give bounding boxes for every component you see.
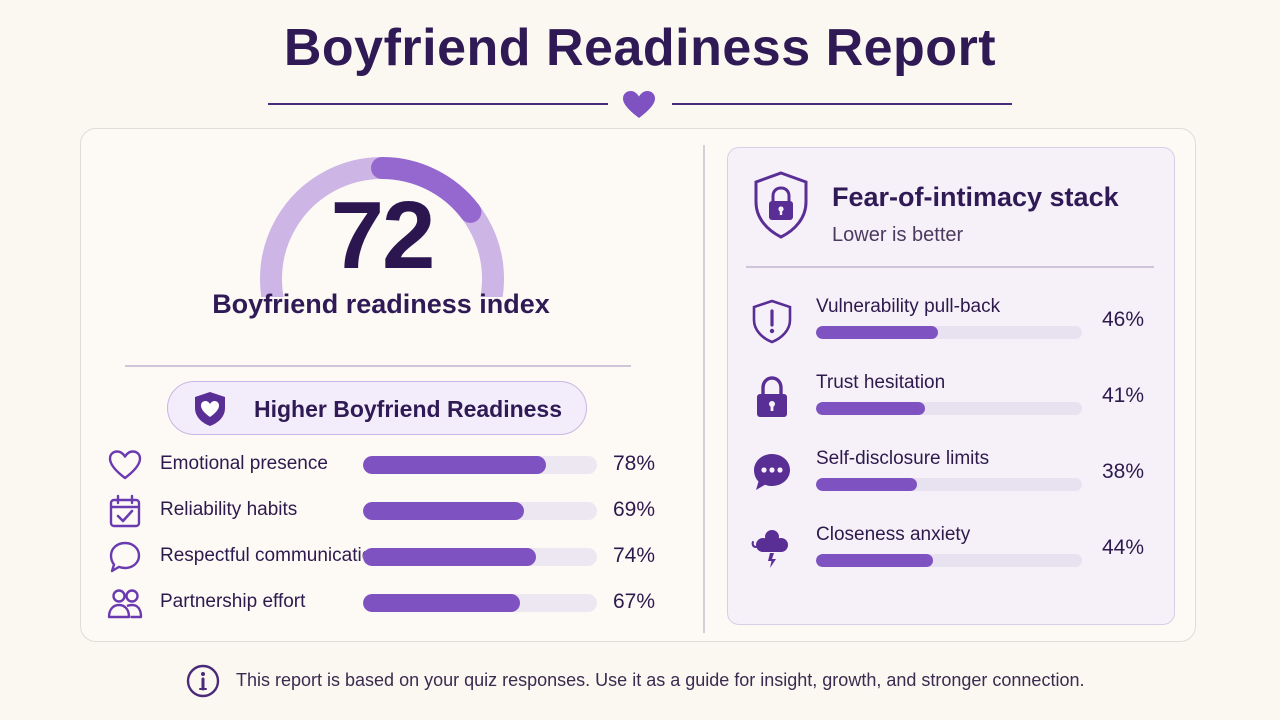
fear-track (816, 402, 1082, 415)
metric-fill (363, 502, 525, 520)
fear-label: Vulnerability pull-back (816, 296, 1001, 317)
metric-fill (363, 548, 537, 566)
metric-track (363, 456, 597, 474)
metric-row-reliability-habits: Reliability habits 69% (105, 491, 665, 531)
metric-track (363, 594, 597, 612)
readiness-score: 72 (330, 182, 436, 289)
readiness-badge-label: Higher Boyfriend Readiness (254, 396, 563, 422)
footer-text: This report is based on your quiz respon… (236, 670, 1085, 690)
fear-fill (816, 478, 918, 491)
footer-note: This report is based on your quiz respon… (186, 662, 1086, 698)
metric-track (363, 502, 597, 520)
metric-label: Reliability habits (160, 499, 298, 520)
fear-track (816, 326, 1082, 339)
metric-track (363, 548, 597, 566)
fear-fill (816, 554, 934, 567)
fear-panel-title: Fear-of-intimacy stack (832, 182, 1119, 212)
fear-row-vulnerability-pull-back: Vulnerability pull-back 46% (746, 294, 1166, 350)
fear-row-trust-hesitation: Trust hesitation 41% (746, 370, 1166, 426)
metric-value: 67% (613, 590, 656, 613)
fear-row-self-disclosure-limits: Self-disclosure limits 38% (746, 446, 1166, 502)
metric-row-partnership-effort: Partnership effort 67% (105, 583, 665, 623)
info-icon (186, 664, 220, 698)
fear-panel-divider (746, 266, 1154, 268)
report-card: 72 Boyfriend readiness index Higher Boyf… (80, 128, 1196, 642)
padlock-icon (757, 376, 787, 417)
vertical-divider (703, 145, 705, 633)
metric-value: 69% (613, 498, 656, 521)
page-title: Boyfriend Readiness Report (283, 19, 997, 77)
fear-value: 38% (1102, 460, 1145, 483)
people-icon (107, 589, 143, 619)
metric-row-emotional-presence: Emotional presence 78% (105, 445, 665, 485)
fear-label: Closeness anxiety (816, 524, 971, 545)
chat-dots-icon (754, 454, 790, 490)
metric-value: 74% (613, 544, 656, 567)
metric-label: Emotional presence (160, 453, 328, 474)
fear-row-closeness-anxiety: Closeness anxiety 44% (746, 522, 1166, 578)
heart-icon (623, 91, 655, 118)
fear-track (816, 554, 1082, 567)
metric-row-respectful-communication: Respectful communication 74% (105, 537, 665, 577)
fear-value: 46% (1102, 308, 1145, 331)
fear-fill (816, 402, 926, 415)
section-divider (125, 365, 631, 367)
metric-label: Respectful communication (160, 545, 383, 566)
heart-icon (108, 450, 142, 480)
fear-label: Self-disclosure limits (816, 448, 990, 469)
readiness-index-label: Boyfriend readiness index (212, 289, 550, 319)
fear-fill (816, 326, 939, 339)
speech-bubble-icon (109, 541, 141, 573)
fear-track (816, 478, 1082, 491)
metric-fill (363, 456, 546, 474)
shield-lock-icon (754, 171, 808, 239)
metric-value: 78% (613, 452, 656, 475)
shield-heart-icon (195, 392, 225, 426)
fear-value: 41% (1102, 384, 1145, 407)
fear-label: Trust hesitation (816, 372, 946, 393)
readiness-gauge (260, 157, 504, 297)
readiness-badge: Higher Boyfriend Readiness (167, 381, 587, 435)
fear-panel-subtitle: Lower is better (832, 224, 964, 246)
title-divider (268, 88, 1012, 118)
storm-cloud-icon (751, 530, 788, 568)
calendar-check-icon (109, 494, 141, 528)
metric-label: Partnership effort (160, 591, 306, 612)
metric-fill (363, 594, 520, 612)
shield-alert-icon (752, 299, 792, 344)
fear-of-intimacy-panel: Fear-of-intimacy stack Lower is better V… (727, 147, 1175, 625)
fear-value: 44% (1102, 536, 1145, 559)
